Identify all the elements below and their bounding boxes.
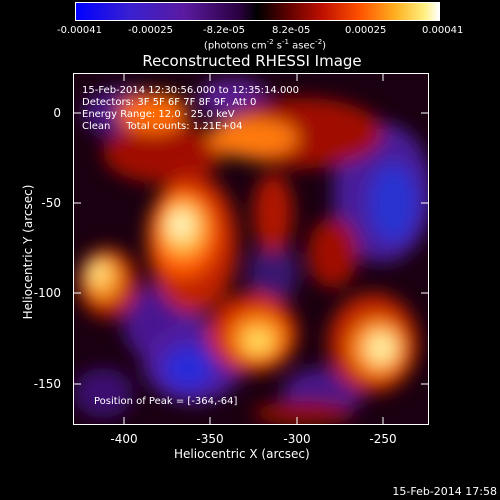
y-tick-label: 0 <box>53 106 61 120</box>
colorbar-units: (photons cm-2 s-1 asec-2) <box>203 38 327 52</box>
x-tick-label: -250 <box>369 432 397 446</box>
annotation-energy: Energy Range: 12.0 - 25.0 keV <box>82 109 235 120</box>
y-axis-label: Heliocentric Y (arcsec) <box>21 184 35 320</box>
colorbar-tick-label: 8.2e-05 <box>272 25 311 36</box>
y-tick-label: -100 <box>33 286 61 300</box>
colorbar-tick-label: -0.00025 <box>128 25 173 36</box>
x-tick-label: -400 <box>110 432 138 446</box>
plot-title: Reconstructed RHESSI Image <box>142 52 362 70</box>
colorbar-tick-label: 0.00025 <box>345 25 387 36</box>
x-tick-label: -300 <box>283 432 311 446</box>
y-tick-label: -50 <box>41 196 61 210</box>
annotation-clean: Clean Total counts: 1.21E+04 <box>82 121 243 132</box>
annotation-peak: Position of Peak = [-364,-64] <box>94 396 238 407</box>
rhessi-heatmap <box>73 73 429 425</box>
x-axis-label: Heliocentric X (arcsec) <box>174 447 310 461</box>
y-tick-label: -150 <box>33 377 61 391</box>
x-tick-label: -350 <box>196 432 224 446</box>
colorbar-tick-label: -0.00041 <box>57 25 102 36</box>
rhessi-image: 15-Feb-2014 12:30:56.000 to 12:35:14.000… <box>73 73 429 425</box>
colorbar-tick-label: 0.00041 <box>422 25 464 36</box>
annotation-time-range: 15-Feb-2014 12:30:56.000 to 12:35:14.000 <box>82 85 300 96</box>
colorbar-gradient <box>76 3 439 20</box>
footer-timestamp: 15-Feb-2014 17:58 <box>392 485 497 498</box>
colorbar <box>75 2 440 21</box>
annotation-detectors: Detectors: 3F 5F 6F 7F 8F 9F, Att 0 <box>82 97 257 108</box>
colorbar-tick-label: -8.2e-05 <box>203 25 245 36</box>
